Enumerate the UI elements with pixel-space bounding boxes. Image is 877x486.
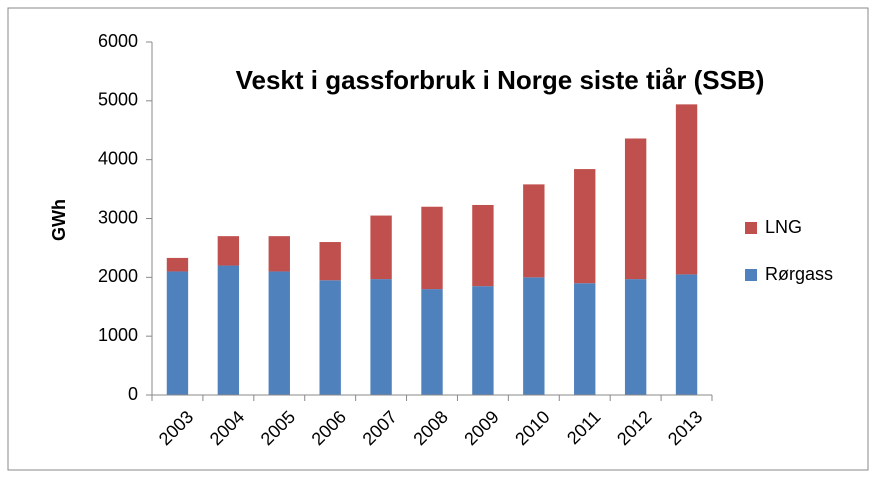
y-tick-label: 3000	[98, 207, 138, 227]
bar	[675, 274, 698, 395]
bar	[574, 169, 596, 284]
bar	[675, 104, 698, 275]
y-tick-label: 4000	[98, 148, 138, 168]
bar	[319, 242, 341, 281]
bar	[217, 236, 240, 266]
y-tick-label: 6000	[98, 31, 138, 51]
y-tick-label: 1000	[98, 325, 138, 345]
legend-label: Rørgass	[765, 264, 833, 284]
bar	[523, 277, 545, 395]
bar	[370, 215, 392, 280]
y-tick-label: 5000	[98, 90, 138, 110]
bar	[421, 206, 443, 290]
bar	[624, 138, 647, 280]
bar	[624, 279, 647, 395]
bar	[268, 236, 290, 272]
legend-label: LNG	[765, 217, 802, 237]
bar	[166, 257, 189, 272]
bar	[523, 184, 545, 278]
bar	[268, 271, 290, 395]
y-axis-label: GWh	[49, 199, 69, 241]
bar	[217, 265, 240, 395]
y-tick-label: 0	[128, 384, 138, 404]
bar	[472, 286, 494, 395]
bar	[472, 204, 494, 287]
y-tick-label: 2000	[98, 266, 138, 286]
bar	[166, 271, 189, 395]
bar	[574, 283, 596, 395]
bar	[370, 279, 392, 395]
bar	[421, 289, 443, 395]
legend-swatch	[745, 269, 757, 281]
chart-title: Veskt i gassforbruk i Norge siste tiår (…	[236, 65, 765, 95]
bar	[319, 280, 341, 395]
legend-swatch	[745, 222, 757, 234]
